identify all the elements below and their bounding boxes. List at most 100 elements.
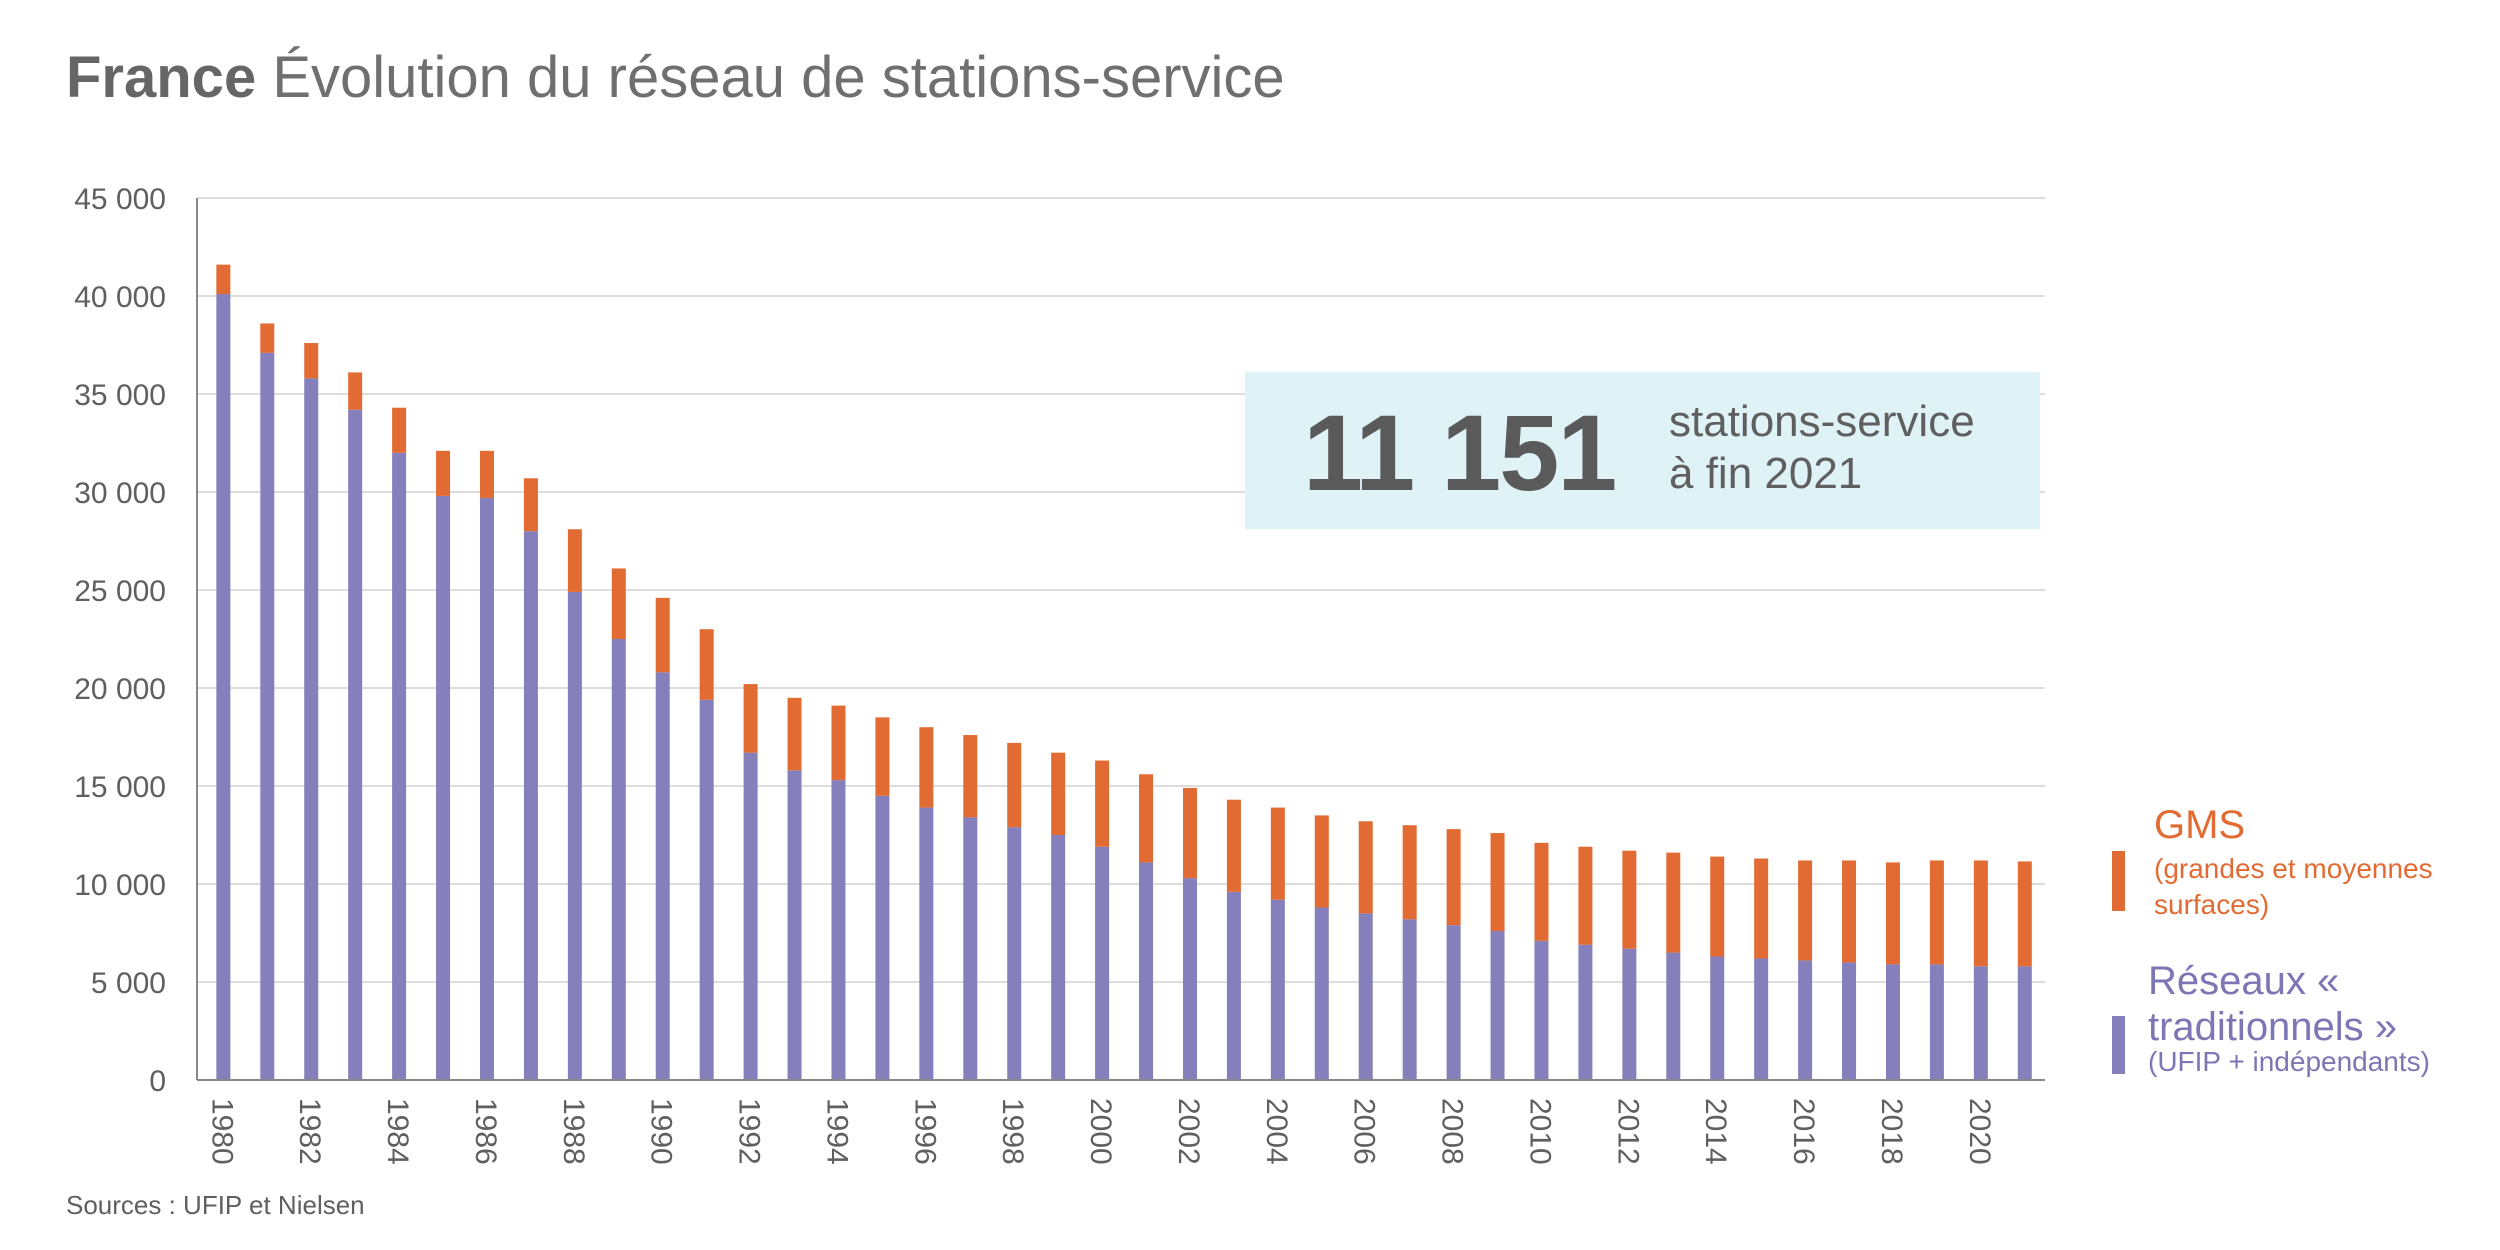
bar-reseaux-2003 xyxy=(1226,891,1241,1080)
x-tick-label: 2000 xyxy=(1084,1098,1117,1165)
bar-gms-1989 xyxy=(611,568,626,639)
bar-reseaux-2013 xyxy=(1666,952,1681,1080)
highlight-box: 11 151 stations-service à fin 2021 xyxy=(1245,372,2040,529)
bar-reseaux-2020 xyxy=(1973,966,1988,1080)
bar-reseaux-1986 xyxy=(479,497,494,1080)
bar-gms-2012 xyxy=(1622,850,1637,949)
bar-reseaux-2016 xyxy=(1798,960,1813,1080)
bar-gms-2005 xyxy=(1314,815,1329,908)
bar-gms-2004 xyxy=(1270,807,1285,900)
legend-gms-sublabel: (grandes et moyennes surfaces) xyxy=(2154,853,2433,920)
legend-marks xyxy=(2112,851,2125,1074)
x-tick-label: 1982 xyxy=(293,1098,326,1165)
bar-reseaux-2004 xyxy=(1270,899,1285,1080)
bar-gms-2019 xyxy=(1929,860,1944,965)
bar-gms-2010 xyxy=(1534,842,1549,941)
highlight-line2: à fin 2021 xyxy=(1669,449,1863,498)
bar-gms-2013 xyxy=(1666,852,1681,953)
bar-gms-2002 xyxy=(1182,787,1197,879)
bar-reseaux-1980 xyxy=(216,294,231,1080)
bar-reseaux-1994 xyxy=(831,780,846,1080)
x-axis-ticks: 1980 1982 1984 1986 1988 1990 1992 1994 1996 1998… xyxy=(205,1098,1995,1165)
bar-reseaux-2002 xyxy=(1182,878,1197,1080)
chart-title: France Évolution du réseau de stations-s… xyxy=(66,44,1285,111)
bar-reseaux-2017 xyxy=(1842,962,1857,1080)
bar-reseaux-2014 xyxy=(1710,956,1725,1080)
bar-reseaux-2019 xyxy=(1929,964,1944,1080)
bar-reseaux-2005 xyxy=(1314,907,1329,1080)
bar-gms-2014 xyxy=(1710,856,1725,957)
bar-reseaux-1996 xyxy=(919,807,934,1080)
x-tick-label: 2014 xyxy=(1699,1098,1732,1165)
bar-gms-2021 xyxy=(2017,861,2032,967)
x-tick-label: 1984 xyxy=(381,1098,414,1165)
bar-reseaux-1988 xyxy=(567,591,582,1080)
y-tick-label: 20 000 xyxy=(74,673,166,706)
bar-gms-1990 xyxy=(655,597,670,673)
bar-gms-2003 xyxy=(1226,799,1241,892)
x-tick-label: 2020 xyxy=(1963,1098,1996,1165)
bar-gms-1982 xyxy=(304,343,319,379)
bar-reseaux-2009 xyxy=(1490,931,1505,1080)
sources-note: Sources : UFIP et Nielsen xyxy=(66,1190,365,1220)
x-tick-label: 1996 xyxy=(908,1098,941,1165)
x-tick-label: 1998 xyxy=(996,1098,1029,1165)
legend-gms-swatch xyxy=(2112,851,2125,911)
bar-gms-2001 xyxy=(1139,774,1154,863)
bar-gms-1986 xyxy=(479,450,494,498)
bar-gms-1999 xyxy=(1051,752,1066,835)
bar-reseaux-1983 xyxy=(348,409,363,1080)
x-tick-label: 2018 xyxy=(1875,1098,1908,1165)
bar-gms-1991 xyxy=(699,629,714,700)
bar-gms-1997 xyxy=(963,735,978,818)
x-tick-label: 2016 xyxy=(1787,1098,1820,1165)
bar-reseaux-1999 xyxy=(1051,835,1066,1080)
x-tick-label: 1990 xyxy=(645,1098,678,1165)
bar-reseaux-1987 xyxy=(523,531,538,1080)
x-tick-label: 2010 xyxy=(1523,1098,1556,1165)
bar-gms-1996 xyxy=(919,727,934,808)
bar-gms-2011 xyxy=(1578,846,1593,945)
x-tick-label: 2004 xyxy=(1260,1098,1293,1165)
bar-gms-1981 xyxy=(260,323,275,353)
y-tick-label: 35 000 xyxy=(74,379,166,412)
x-tick-label: 1980 xyxy=(205,1098,238,1165)
bar-reseaux-1984 xyxy=(392,452,407,1080)
bar-gms-1995 xyxy=(875,717,890,796)
bar-reseaux-1993 xyxy=(787,770,802,1080)
x-tick-label: 2012 xyxy=(1611,1098,1644,1165)
legend-reseaux-label: Réseaux « traditionnels » xyxy=(2148,959,2398,1049)
bar-reseaux-1985 xyxy=(436,495,451,1080)
highlight-caption: stations-service à fin 2021 xyxy=(1669,396,2029,500)
bar-gms-1993 xyxy=(787,697,802,771)
axes xyxy=(196,198,2045,1081)
bar-reseaux-1992 xyxy=(743,752,758,1080)
bar-reseaux-1997 xyxy=(963,817,978,1080)
bar-reseaux-2007 xyxy=(1402,919,1417,1080)
bar-reseaux-1991 xyxy=(699,699,714,1080)
x-tick-label: 1986 xyxy=(469,1098,502,1165)
bar-reseaux-1989 xyxy=(611,639,626,1080)
x-tick-label: 1992 xyxy=(733,1098,766,1165)
x-tick-label: 1988 xyxy=(557,1098,590,1165)
bar-gms-1985 xyxy=(436,450,451,496)
bar-gms-1998 xyxy=(1007,742,1022,828)
bar-reseaux-2015 xyxy=(1754,958,1769,1080)
bar-reseaux-2012 xyxy=(1622,948,1637,1080)
bar-gms-1984 xyxy=(392,407,407,453)
bar-reseaux-2018 xyxy=(1885,964,1900,1080)
bar-gms-1987 xyxy=(523,478,538,532)
x-tick-label: 2006 xyxy=(1348,1098,1381,1165)
bar-reseaux-2001 xyxy=(1139,862,1154,1080)
bar-gms-2017 xyxy=(1842,860,1857,963)
bar-reseaux-1982 xyxy=(304,378,319,1080)
y-tick-label: 25 000 xyxy=(74,575,166,608)
y-tick-label: 15 000 xyxy=(74,771,166,804)
y-tick-label: 10 000 xyxy=(74,869,166,902)
legend-gms-label: GMS xyxy=(2154,803,2246,847)
bar-gms-2009 xyxy=(1490,833,1505,932)
bar-reseaux-2010 xyxy=(1534,940,1549,1080)
bar-gms-1994 xyxy=(831,705,846,781)
bar-reseaux-2006 xyxy=(1358,913,1373,1080)
bar-gms-1992 xyxy=(743,684,758,753)
